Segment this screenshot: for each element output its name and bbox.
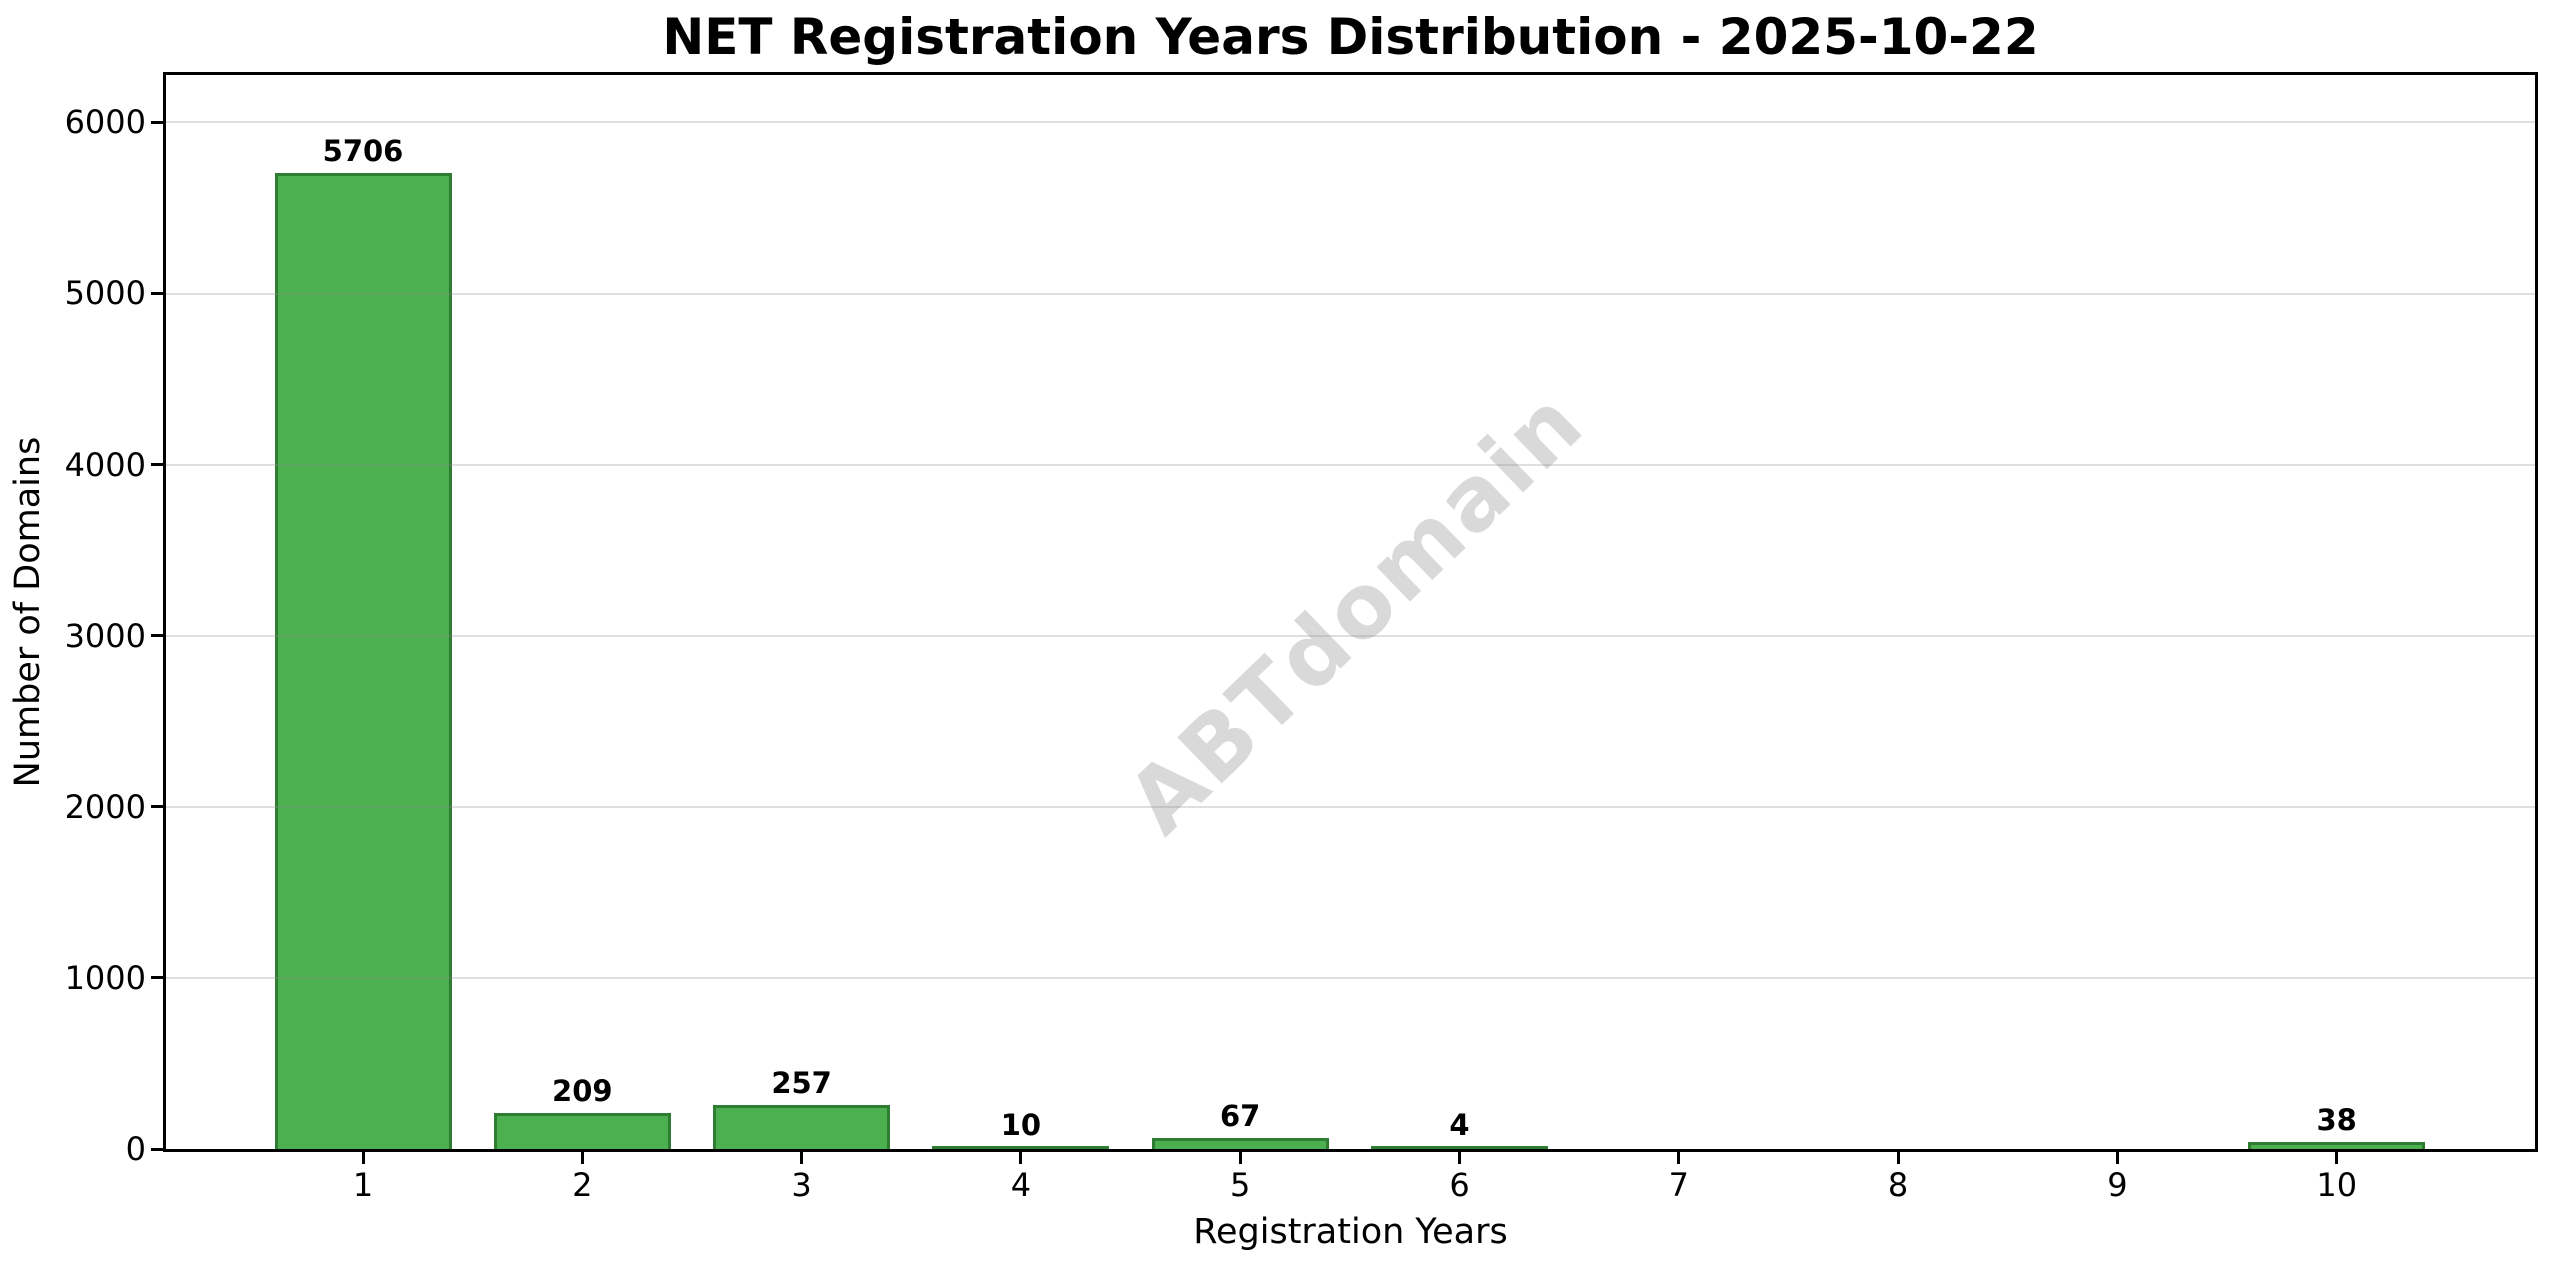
gridline-y-2000 <box>166 805 2535 808</box>
x-tick-mark-10 <box>2335 1152 2339 1164</box>
x-tick-label-6: 6 <box>1449 1166 1470 1204</box>
gridline-y-6000 <box>166 121 2535 124</box>
x-tick-label-9: 9 <box>2107 1166 2128 1204</box>
plot-area <box>163 72 2538 1152</box>
x-tick-mark-3 <box>800 1152 804 1164</box>
x-tick-mark-8 <box>1896 1152 1900 1164</box>
y-tick-mark-0 <box>151 1147 163 1151</box>
gridline-y-4000 <box>166 463 2535 466</box>
y-tick-mark-6000 <box>151 120 163 124</box>
bar-year-2 <box>493 1113 671 1149</box>
x-axis-label: Registration Years <box>1193 1212 1508 1252</box>
x-tick-label-4: 4 <box>1010 1166 1032 1204</box>
y-tick-label-3000: 3000 <box>64 616 146 655</box>
y-tick-mark-5000 <box>151 291 163 295</box>
bar-year-3 <box>713 1105 891 1149</box>
y-tick-label-1000: 1000 <box>64 958 146 997</box>
bar-value-label-4: 10 <box>1000 1108 1042 1142</box>
gridline-y-1000 <box>166 976 2535 979</box>
y-tick-label-2000: 2000 <box>64 787 146 826</box>
y-tick-label-4000: 4000 <box>64 445 146 484</box>
bar-year-5 <box>1151 1138 1329 1149</box>
bar-year-10 <box>2248 1142 2426 1149</box>
x-tick-label-5: 5 <box>1230 1166 1251 1204</box>
bar-value-label-1: 5706 <box>322 134 404 168</box>
gridline-y-5000 <box>166 292 2535 295</box>
x-tick-mark-6 <box>1458 1152 1461 1164</box>
gridline-y-3000 <box>166 634 2535 637</box>
bar-value-label-6: 4 <box>1449 1108 1470 1142</box>
x-tick-label-1: 1 <box>352 1166 374 1204</box>
x-tick-mark-9 <box>2115 1152 2119 1164</box>
chart-title: NET Registration Years Distribution - 20… <box>662 8 2039 66</box>
y-tick-label-5000: 5000 <box>64 274 146 313</box>
x-tick-mark-7 <box>1677 1152 1681 1164</box>
y-tick-label-0: 0 <box>125 1130 146 1168</box>
x-tick-mark-2 <box>580 1152 584 1164</box>
y-tick-mark-2000 <box>151 805 163 809</box>
y-tick-mark-1000 <box>151 976 163 980</box>
bar-year-6 <box>1371 1146 1548 1149</box>
y-tick-label-6000: 6000 <box>64 103 146 142</box>
x-tick-label-10: 10 <box>2316 1166 2358 1204</box>
x-tick-label-2: 2 <box>572 1166 593 1204</box>
bar-value-label-5: 67 <box>1220 1099 1261 1133</box>
bar-year-1 <box>274 173 452 1149</box>
y-tick-mark-4000 <box>151 463 163 467</box>
bar-year-4 <box>932 1146 1110 1149</box>
x-tick-mark-4 <box>1019 1152 1023 1164</box>
plot-inner <box>166 75 2535 1149</box>
y-tick-mark-3000 <box>151 634 163 638</box>
x-tick-label-8: 8 <box>1887 1166 1909 1204</box>
x-tick-mark-5 <box>1238 1152 1242 1164</box>
x-tick-mark-1 <box>361 1152 365 1164</box>
bar-value-label-3: 257 <box>771 1066 832 1100</box>
x-tick-label-7: 7 <box>1668 1166 1689 1204</box>
x-tick-label-3: 3 <box>791 1166 812 1204</box>
bar-value-label-10: 38 <box>2316 1103 2357 1137</box>
bar-value-label-2: 209 <box>552 1074 613 1108</box>
